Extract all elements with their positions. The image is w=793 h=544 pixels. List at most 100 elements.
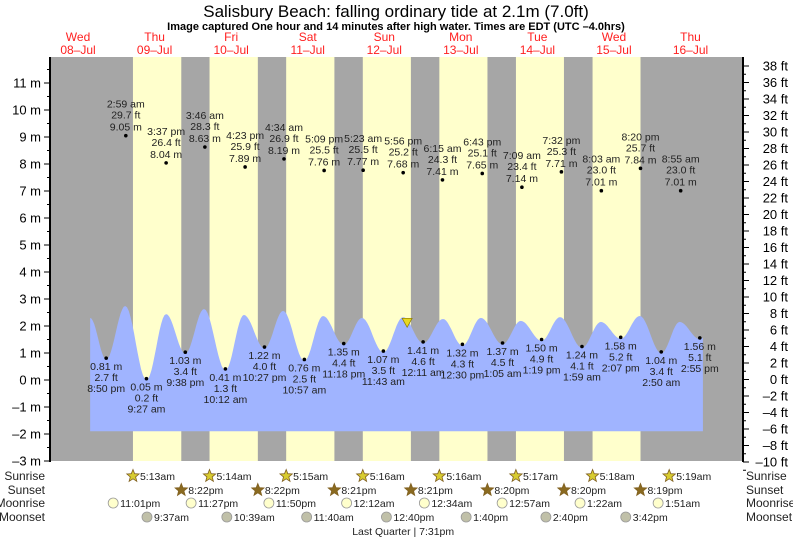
sunrise-time: 5:19am (676, 471, 711, 483)
low-tide-m: 1.50 m (526, 343, 558, 355)
sunset-star-icon (633, 482, 648, 497)
low-tide-point (698, 336, 702, 340)
low-tide-time: 2:07 pm (602, 362, 640, 374)
low-tide-point (341, 341, 346, 346)
high-tide-point (243, 165, 247, 169)
sunrise-row-label-left: Sunrise (4, 469, 45, 483)
high-tide-point (559, 170, 564, 174)
high-tide-ft: 24.3 ft (428, 154, 457, 166)
day-name: Fri (224, 30, 238, 44)
y-tick-label-m: –3 m (12, 454, 41, 469)
low-tide-ft: 4.1 ft (570, 361, 593, 373)
low-tide-m: 0.41 m (209, 372, 241, 384)
low-tide-point (500, 341, 505, 345)
y-tick-label-ft: 2 ft (770, 356, 788, 371)
sunrise-time: 5:14am (217, 471, 252, 483)
sunset-star-icon (403, 482, 419, 497)
high-tide-point (638, 166, 643, 171)
y-tick-label-m: –2 m (12, 427, 41, 442)
moon-phase-label: Last Quarter | 7:31pm (352, 526, 454, 538)
low-tide-m: 0.05 m (130, 382, 162, 394)
low-tide-m: 1.07 m (367, 354, 399, 366)
high-tide-ft: 26.9 ft (269, 133, 298, 145)
low-tide-point (659, 350, 664, 354)
low-tide-time: 11:43 am (362, 376, 405, 388)
high-tide-time: 8:03 am (582, 154, 620, 166)
low-tide-ft: 5.1 ft (688, 352, 711, 364)
y-tick-label-m: 5 m (19, 238, 41, 253)
low-tide-ft: 4.0 ft (253, 361, 276, 373)
high-tide-m: 7.65 m (466, 159, 498, 171)
sunset-star-icon (556, 482, 572, 497)
moonrise-time: 12:57am (509, 498, 550, 510)
low-tide-m: 1.56 m (684, 341, 716, 353)
high-tide-m: 7.68 m (387, 159, 419, 171)
day-date: 12–Jul (367, 43, 402, 57)
high-tide-point (401, 170, 405, 175)
sunset-time: 8:22pm (188, 485, 223, 497)
sunrise-time: 5:16am (370, 471, 405, 483)
high-tide-time: 3:37 pm (147, 126, 185, 138)
day-headers: Wed08–JulThu09–JulFri10–JulSat11–JulSun1… (60, 30, 708, 57)
day-name: Mon (449, 30, 472, 44)
sunset-row-label-right: Sunset (746, 483, 784, 497)
moonrise-time: 11:50pm (276, 498, 316, 510)
sunset-time: 8:21pm (341, 485, 376, 497)
low-tide-point (144, 376, 149, 381)
y-tick-label-ft: 30 ft (763, 125, 789, 140)
sunrise-row-label-right: Sunrise (746, 469, 787, 483)
low-tide-m: 1.04 m (645, 355, 677, 367)
day-name: Wed (602, 30, 626, 44)
moonset-time: 2:40pm (553, 512, 588, 524)
high-tide-point (124, 133, 128, 138)
low-tide-m: 1.35 m (328, 347, 360, 359)
moonrise-row-label-right: Moonrise (746, 496, 793, 510)
y-tick-label-ft: 36 ft (763, 75, 789, 90)
day-date: 11–Jul (290, 43, 324, 57)
low-tide-ft: 4.4 ft (332, 358, 355, 370)
sunset-row-label-left: Sunset (8, 483, 46, 497)
y-tick-label-ft: 10 ft (763, 290, 789, 305)
moonrise-time: 11:27pm (198, 498, 238, 510)
low-tide-m: 1.32 m (446, 347, 478, 359)
high-tide-point (678, 188, 683, 193)
low-tide-m: 1.41 m (407, 345, 439, 357)
y-tick-label-ft: 16 ft (763, 240, 789, 255)
low-tide-point (460, 342, 465, 347)
y-tick-label-ft: 24 ft (763, 174, 789, 189)
low-tide-point (381, 349, 386, 353)
high-tide-time: 3:46 am (186, 110, 224, 122)
high-tide-m: 7.71 m (545, 158, 577, 170)
low-tide-ft: 4.5 ft (491, 357, 514, 369)
y-tick-label-m: 9 m (19, 130, 41, 145)
high-tide-point (599, 188, 604, 193)
moonset-moon-icon (301, 511, 313, 523)
day-date: 15–Jul (596, 43, 631, 57)
moonrise-moon-icon (185, 497, 197, 509)
moonset-time: 11:40am (314, 512, 354, 524)
sunset-time: 8:20pm (571, 485, 606, 497)
sunrise-star-icon (432, 468, 447, 483)
low-tide-point (421, 340, 425, 344)
moonrise-moon-icon (496, 497, 508, 509)
low-tide-time: 10:27 pm (243, 372, 287, 384)
moonset-time: 3:42pm (633, 512, 668, 524)
high-tide-point (440, 178, 445, 182)
high-tide-ft: 25.5 ft (310, 144, 339, 156)
moonset-time: 1:40pm (473, 512, 508, 524)
moonset-moon-icon (540, 511, 552, 523)
y-tick-label-ft: 22 ft (763, 191, 789, 206)
high-tide-m: 7.76 m (308, 156, 340, 168)
sunset-time: 8:22pm (265, 485, 300, 497)
sunset-time: 8:20pm (494, 485, 529, 497)
high-tide-m: 7.14 m (506, 173, 538, 185)
moonset-time: 9:37am (154, 512, 189, 524)
high-tide-m: 8.19 m (268, 145, 300, 157)
low-tide-point (539, 337, 544, 342)
y-tick-label-ft: 6 ft (770, 323, 788, 338)
low-tide-m: 0.81 m (90, 361, 122, 373)
y-tick-label-ft: 32 ft (763, 108, 789, 123)
high-tide-time: 6:43 pm (463, 136, 501, 148)
